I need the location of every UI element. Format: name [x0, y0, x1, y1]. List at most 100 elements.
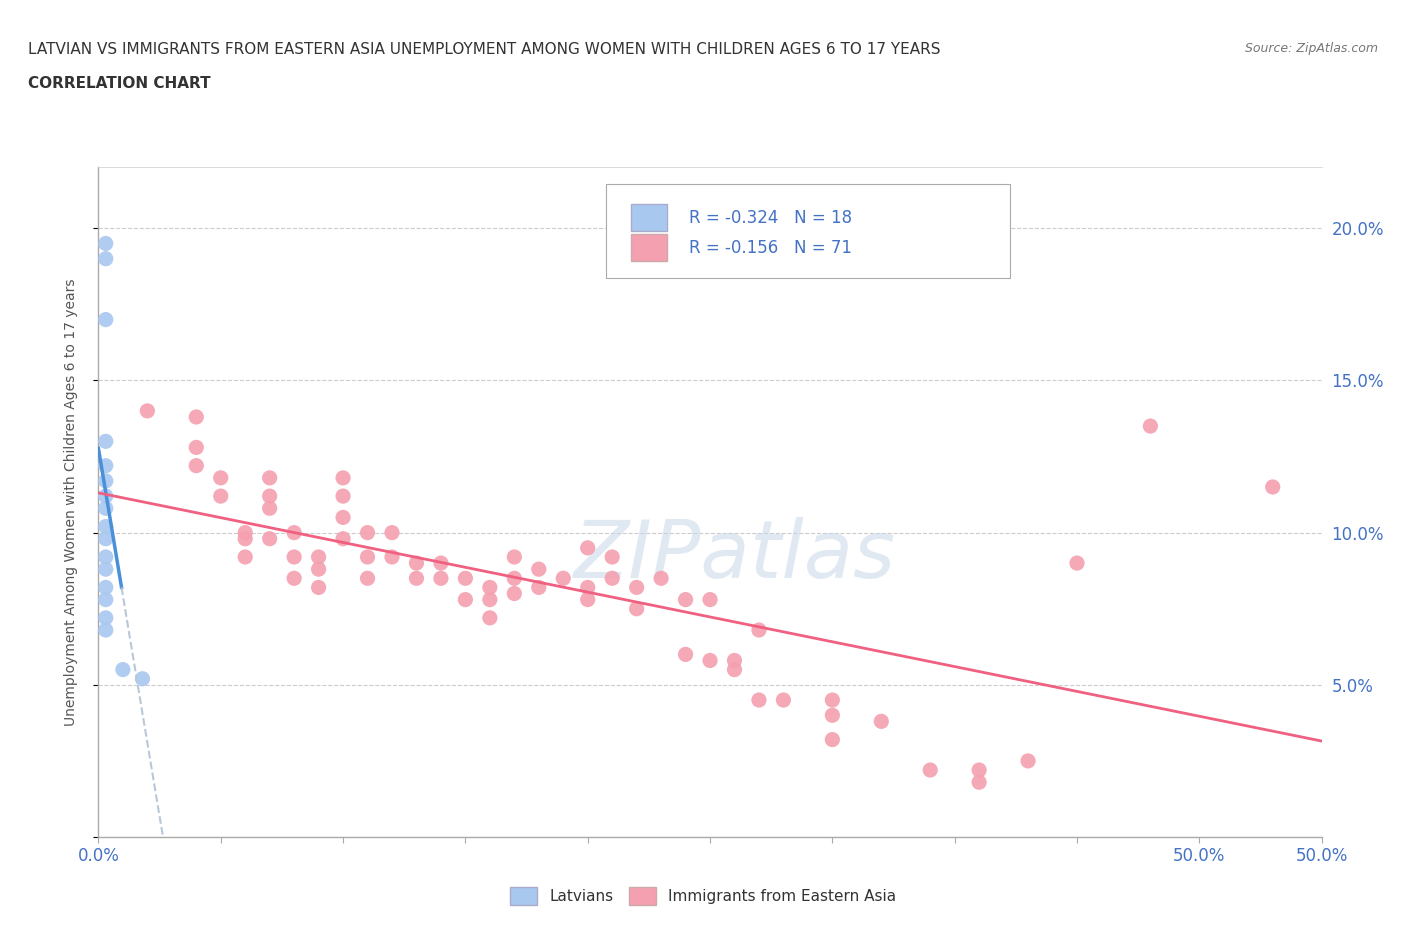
Point [699, 653, 721, 668]
Point [356, 525, 378, 540]
Point [576, 580, 599, 595]
Text: Source: ZipAtlas.com: Source: ZipAtlas.com [1244, 42, 1378, 55]
Point [478, 610, 501, 625]
Point [283, 550, 305, 565]
Point [748, 622, 770, 637]
Point [233, 550, 256, 565]
Point [94, 501, 117, 516]
Point [94, 610, 117, 625]
Point [1139, 418, 1161, 433]
Point [772, 693, 794, 708]
Point [94, 580, 117, 595]
Point [699, 592, 721, 607]
Point [748, 693, 770, 708]
Point [111, 662, 134, 677]
Point [332, 471, 354, 485]
Legend: Latvians, Immigrants from Eastern Asia: Latvians, Immigrants from Eastern Asia [502, 879, 904, 913]
Point [308, 550, 330, 565]
Point [626, 602, 648, 617]
Point [283, 525, 305, 540]
Text: LATVIAN VS IMMIGRANTS FROM EASTERN ASIA UNEMPLOYMENT AMONG WOMEN WITH CHILDREN A: LATVIAN VS IMMIGRANTS FROM EASTERN ASIA … [28, 42, 941, 57]
Point [503, 586, 526, 601]
Point [94, 519, 117, 534]
Point [454, 571, 477, 586]
Point [381, 525, 404, 540]
Point [186, 458, 208, 473]
Point [454, 592, 477, 607]
Point [94, 562, 117, 577]
Point [136, 404, 159, 418]
Y-axis label: Unemployment Among Women with Children Ages 6 to 17 years: Unemployment Among Women with Children A… [63, 278, 77, 726]
Point [259, 501, 281, 516]
Text: ZIPatlas: ZIPatlas [574, 517, 896, 595]
Point [870, 714, 893, 729]
Point [723, 653, 745, 668]
Point [1261, 480, 1284, 495]
Point [94, 312, 117, 327]
Point [209, 488, 232, 503]
Point [967, 775, 990, 790]
FancyBboxPatch shape [630, 234, 668, 261]
Point [94, 236, 117, 251]
Point [356, 550, 378, 565]
Point [600, 550, 623, 565]
Point [503, 550, 526, 565]
Point [209, 471, 232, 485]
Point [503, 571, 526, 586]
Point [283, 571, 305, 586]
Point [94, 531, 117, 546]
Point [381, 550, 404, 565]
Point [94, 550, 117, 565]
Point [94, 458, 117, 473]
Point [405, 571, 427, 586]
Point [94, 434, 117, 449]
Point [478, 580, 501, 595]
Point [626, 580, 648, 595]
Point [430, 555, 453, 570]
Point [1066, 555, 1088, 570]
FancyBboxPatch shape [630, 205, 668, 231]
Point [650, 571, 672, 586]
Point [675, 647, 697, 662]
Point [356, 571, 378, 586]
Point [576, 592, 599, 607]
Point [308, 580, 330, 595]
Point [233, 525, 256, 540]
Point [94, 251, 117, 266]
Point [94, 488, 117, 503]
FancyBboxPatch shape [606, 184, 1010, 278]
Text: CORRELATION CHART: CORRELATION CHART [28, 76, 211, 91]
Text: R = -0.324   N = 18: R = -0.324 N = 18 [689, 208, 852, 227]
Point [259, 471, 281, 485]
Point [405, 555, 427, 570]
Point [821, 732, 844, 747]
Point [821, 708, 844, 723]
Text: R = -0.156   N = 71: R = -0.156 N = 71 [689, 239, 852, 257]
Point [600, 571, 623, 586]
Point [94, 622, 117, 637]
Point [527, 562, 550, 577]
Point [553, 571, 575, 586]
Point [94, 473, 117, 488]
Point [131, 671, 153, 686]
Point [259, 531, 281, 546]
Point [527, 580, 550, 595]
Point [94, 592, 117, 607]
Point [478, 592, 501, 607]
Point [675, 592, 697, 607]
Point [233, 531, 256, 546]
Point [186, 409, 208, 424]
Point [576, 540, 599, 555]
Point [723, 662, 745, 677]
Point [1017, 753, 1039, 768]
Point [430, 571, 453, 586]
Point [332, 510, 354, 525]
Point [821, 693, 844, 708]
Point [332, 488, 354, 503]
Point [308, 562, 330, 577]
Point [332, 531, 354, 546]
Point [186, 440, 208, 455]
Point [920, 763, 942, 777]
Point [967, 763, 990, 777]
Point [259, 488, 281, 503]
